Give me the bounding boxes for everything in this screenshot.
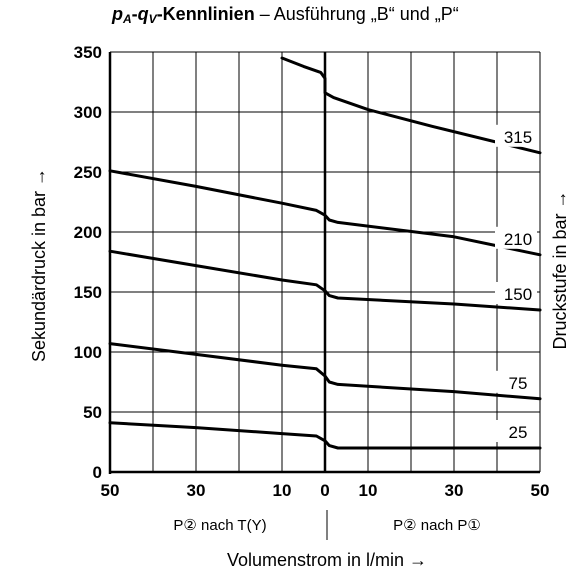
title-dash: - xyxy=(131,4,138,24)
region-label-left: P② nach T(Y) xyxy=(173,517,266,534)
series-label-bg xyxy=(495,226,537,249)
x-axis-label: Volumenstrom in l/min → xyxy=(227,550,427,570)
y-axis-label: Sekundärdruck in bar → xyxy=(29,168,49,362)
series-label: 150 xyxy=(504,285,532,304)
y-tick-label: 200 xyxy=(74,223,102,242)
series-line xyxy=(108,169,542,257)
series-label: 75 xyxy=(509,374,528,393)
title-q: qV xyxy=(137,4,157,26)
series-label-bg xyxy=(495,370,537,393)
region-label-right: P② nach P① xyxy=(393,517,481,534)
series-label: 25 xyxy=(509,423,528,442)
y-tick-label: 250 xyxy=(74,163,102,182)
chart-title: pA-qV-Kennlinien – Ausführung „B“ und „P… xyxy=(112,4,577,26)
axes xyxy=(108,52,540,474)
y-axis-label-right: Druckstufe in bar → xyxy=(550,190,570,349)
series-label-bg xyxy=(495,282,537,304)
y-tick-label: 300 xyxy=(74,103,102,122)
series-group xyxy=(108,56,542,450)
series-label-bg xyxy=(495,420,537,442)
series-label: 210 xyxy=(504,230,532,249)
title-p: pA xyxy=(112,4,132,26)
x-tick-label: 30 xyxy=(445,481,464,500)
x-tick-label: 50 xyxy=(531,481,550,500)
y-tick-label: 150 xyxy=(74,283,102,302)
series-label-bg xyxy=(495,124,537,147)
title-normal: – Ausführung „B“ und „P“ xyxy=(254,4,459,24)
y-tick-label: 100 xyxy=(74,343,102,362)
series-line xyxy=(108,421,542,450)
series-line xyxy=(108,342,542,401)
y-tick-label: 50 xyxy=(83,403,102,422)
title-bold: -Kennlinien xyxy=(156,4,255,24)
x-tick-label: 0 xyxy=(320,481,329,500)
x-tick-label: 10 xyxy=(359,481,378,500)
series-line xyxy=(108,249,542,312)
series-label: 315 xyxy=(504,128,532,147)
series-line xyxy=(280,56,542,155)
x-tick-label: 50 xyxy=(101,481,120,500)
y-tick-label: 350 xyxy=(74,43,102,62)
x-tick-label: 30 xyxy=(187,481,206,500)
y-tick-label: 0 xyxy=(93,463,102,482)
x-tick-label: 10 xyxy=(273,481,292,500)
